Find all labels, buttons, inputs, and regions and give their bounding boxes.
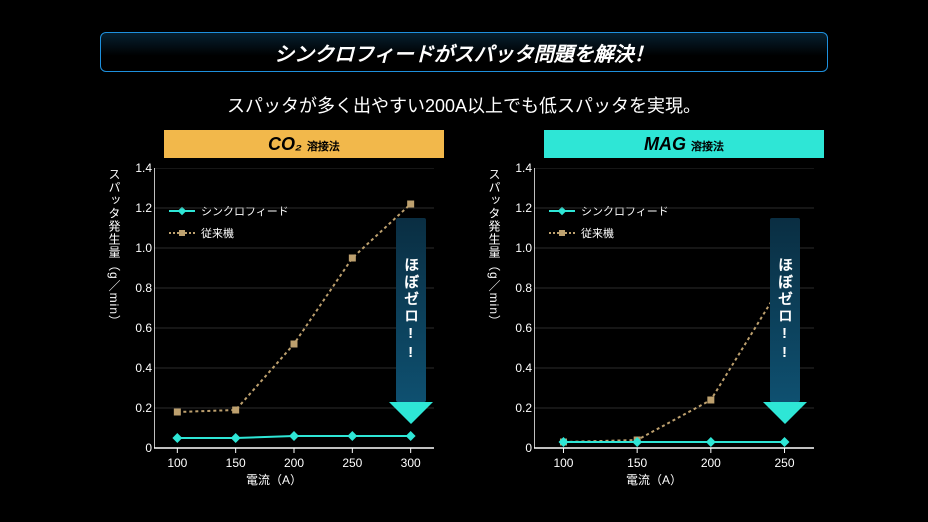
y-tick: 0.8 — [122, 281, 152, 295]
y-tick: 1.0 — [122, 241, 152, 255]
x-tick: 200 — [701, 456, 721, 470]
down-arrow-icon — [389, 402, 433, 424]
y-tick: 0.6 — [502, 321, 532, 335]
y-axis-label: スパッタ発生量（g／min） — [106, 168, 123, 328]
chart-title-sub: 溶接法 — [691, 141, 724, 153]
chart-co2: CO₂ 溶接法 スパッタ発生量（g／min） 電流（A） シンクロフィード 従来… — [104, 130, 444, 488]
y-tick: 0 — [502, 441, 532, 455]
subtitle: スパッタが多く出やすい200A以上でも低スパッタを実現。 — [0, 92, 928, 118]
y-tick: 1.2 — [502, 201, 532, 215]
y-tick: 0.2 — [502, 401, 532, 415]
chart-title-main: CO₂ — [268, 134, 302, 154]
chart-title-co2: CO₂ 溶接法 — [164, 130, 444, 158]
y-axis-label: スパッタ発生量（g／min） — [486, 168, 503, 328]
plot-co2: スパッタ発生量（g／min） 電流（A） シンクロフィード 従来機 00.20.… — [104, 158, 444, 488]
y-tick: 1.4 — [122, 161, 152, 175]
y-tick: 1.0 — [502, 241, 532, 255]
y-tick: 0.8 — [502, 281, 532, 295]
callout-arrow: ほぼゼロ!! — [393, 218, 429, 424]
headline-banner: シンクロフィードがスパッタ問題を解決！ — [100, 32, 828, 72]
y-tick: 0.2 — [122, 401, 152, 415]
charts-container: CO₂ 溶接法 スパッタ発生量（g／min） 電流（A） シンクロフィード 従来… — [0, 130, 928, 488]
x-axis-label: 電流（A） — [626, 471, 682, 488]
x-tick: 250 — [775, 456, 795, 470]
x-tick: 200 — [284, 456, 304, 470]
plot-mag: スパッタ発生量（g／min） 電流（A） シンクロフィード 従来機 00.20.… — [484, 158, 824, 488]
chart-title-main: MAG — [644, 134, 686, 154]
y-tick: 1.2 — [122, 201, 152, 215]
y-tick: 0 — [122, 441, 152, 455]
x-tick: 100 — [167, 456, 187, 470]
chart-title-mag: MAG 溶接法 — [544, 130, 824, 158]
y-tick: 0.6 — [122, 321, 152, 335]
x-tick: 150 — [627, 456, 647, 470]
x-tick: 100 — [553, 456, 573, 470]
down-arrow-icon — [763, 402, 807, 424]
y-tick: 1.4 — [502, 161, 532, 175]
x-axis-label: 電流（A） — [246, 471, 302, 488]
x-tick: 250 — [342, 456, 362, 470]
y-tick: 0.4 — [502, 361, 532, 375]
x-tick: 150 — [226, 456, 246, 470]
callout-text: ほぼゼロ!! — [770, 218, 800, 402]
chart-mag: MAG 溶接法 スパッタ発生量（g／min） 電流（A） シンクロフィード 従来… — [484, 130, 824, 488]
y-tick: 0.4 — [122, 361, 152, 375]
callout-arrow: ほぼゼロ!! — [767, 218, 803, 424]
x-tick: 300 — [401, 456, 421, 470]
chart-title-sub: 溶接法 — [307, 141, 340, 153]
callout-text: ほぼゼロ!! — [396, 218, 426, 402]
